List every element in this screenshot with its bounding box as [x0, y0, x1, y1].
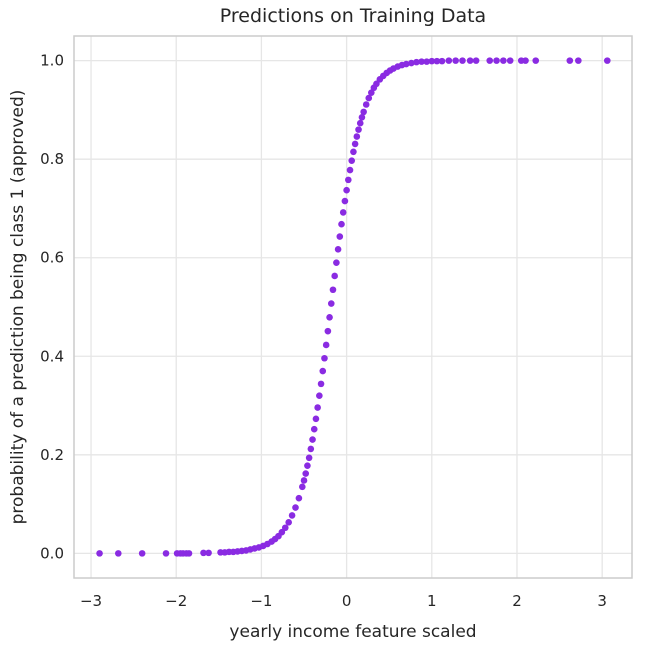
- data-point: [317, 380, 325, 388]
- data-point: [302, 470, 310, 477]
- data-point: [500, 57, 507, 64]
- x-tick-label: −1: [250, 592, 272, 610]
- data-point: [321, 354, 328, 362]
- gridlines: [74, 36, 632, 578]
- y-tick-label: 0.0: [40, 544, 64, 562]
- data-point: [522, 57, 529, 64]
- data-point: [334, 246, 342, 253]
- data-point: [466, 57, 474, 64]
- data-point: [310, 425, 318, 433]
- data-point: [356, 119, 364, 127]
- data-point: [452, 57, 459, 64]
- data-point: [603, 57, 611, 64]
- x-tick-label: −3: [80, 592, 102, 610]
- data-point: [329, 286, 337, 294]
- data-point: [351, 140, 359, 148]
- y-axis: 0.0 0.2 0.4 0.6 0.8 1.0: [40, 52, 64, 563]
- x-tick-label: 1: [427, 592, 437, 610]
- data-point: [493, 57, 500, 64]
- data-points: [96, 57, 611, 557]
- data-point: [322, 341, 330, 349]
- data-point: [365, 94, 373, 102]
- data-point: [362, 101, 370, 108]
- data-point: [326, 314, 333, 321]
- data-point: [338, 220, 345, 228]
- data-point: [314, 404, 321, 411]
- data-point: [348, 157, 356, 164]
- data-point: [324, 327, 332, 335]
- y-tick-label: 0.6: [40, 249, 64, 267]
- data-point: [327, 300, 335, 307]
- data-point: [433, 57, 441, 65]
- data-point: [307, 445, 315, 453]
- data-point: [353, 133, 361, 140]
- data-point: [200, 549, 207, 557]
- data-point: [402, 60, 410, 68]
- data-point: [299, 483, 306, 491]
- data-point: [346, 166, 354, 174]
- data-point: [281, 524, 289, 532]
- data-point: [360, 108, 367, 116]
- data-point: [319, 367, 327, 375]
- y-axis-label: probability of a prediction being class …: [8, 90, 28, 525]
- data-point: [423, 58, 430, 65]
- data-point: [304, 462, 311, 469]
- data-point: [358, 114, 366, 121]
- data-point: [305, 454, 313, 462]
- data-point: [333, 259, 340, 266]
- data-point: [138, 550, 146, 557]
- plot-frame: [73, 35, 633, 579]
- data-point: [331, 272, 338, 280]
- data-point: [205, 549, 212, 557]
- data-point: [336, 233, 344, 240]
- data-point: [368, 89, 375, 96]
- data-point: [295, 494, 303, 502]
- data-point: [575, 57, 582, 64]
- data-point: [408, 59, 415, 67]
- x-tick-label: 3: [597, 592, 607, 610]
- data-point: [445, 57, 453, 64]
- y-tick-label: 0.2: [40, 446, 64, 464]
- chart-title: Predictions on Training Data: [220, 5, 486, 27]
- x-tick-label: 2: [512, 592, 522, 610]
- data-point: [345, 176, 352, 184]
- data-point: [486, 57, 494, 64]
- data-point: [350, 148, 357, 156]
- data-point: [300, 477, 308, 484]
- data-point: [472, 57, 480, 64]
- data-point: [506, 57, 514, 64]
- data-point: [428, 57, 436, 65]
- data-point: [285, 519, 292, 526]
- y-tick-label: 0.8: [40, 150, 64, 168]
- data-point: [316, 392, 323, 399]
- data-point: [292, 504, 299, 511]
- x-tick-label: −2: [165, 592, 187, 610]
- x-axis-label: yearly income feature scaled: [229, 622, 476, 642]
- data-point: [162, 550, 170, 557]
- data-point: [114, 550, 122, 557]
- data-point: [355, 126, 362, 133]
- data-point: [312, 415, 320, 423]
- data-point: [288, 512, 296, 519]
- data-point: [343, 186, 350, 194]
- data-point: [459, 57, 466, 64]
- data-point: [566, 57, 574, 64]
- data-point: [185, 550, 193, 557]
- y-tick-label: 0.4: [40, 347, 64, 365]
- data-point: [339, 209, 347, 216]
- x-axis: −3 −2 −1 0 1 2 3: [80, 592, 607, 610]
- data-point: [413, 58, 420, 66]
- data-point: [96, 550, 103, 557]
- y-tick-label: 1.0: [40, 52, 64, 70]
- data-point: [341, 197, 349, 205]
- data-point: [418, 58, 425, 65]
- data-point: [309, 436, 316, 443]
- x-tick-label: 0: [342, 592, 352, 610]
- data-point: [438, 57, 446, 65]
- data-point: [532, 57, 540, 64]
